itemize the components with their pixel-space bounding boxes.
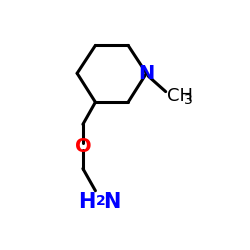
Text: N: N: [103, 192, 120, 212]
Text: O: O: [74, 137, 91, 156]
Text: N: N: [138, 64, 154, 83]
Text: 3: 3: [184, 93, 193, 107]
Text: CH: CH: [166, 88, 192, 106]
Text: H: H: [78, 192, 96, 212]
Text: 2: 2: [96, 194, 105, 207]
